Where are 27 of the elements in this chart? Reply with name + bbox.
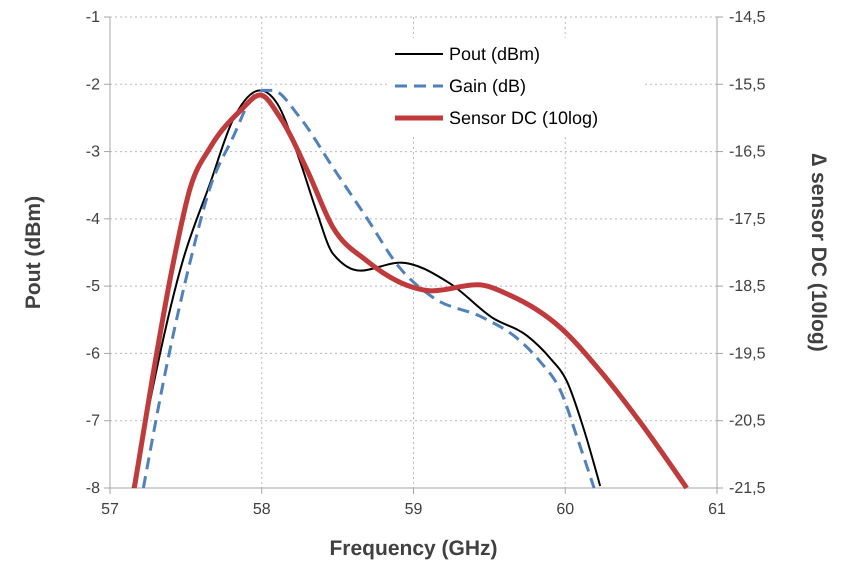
- y-tick-label: -2: [86, 76, 100, 94]
- x-tick-label: 61: [708, 501, 726, 518]
- legend-label: Gain (dB): [449, 76, 526, 96]
- y-axis-title: Pout (dBm): [22, 196, 45, 310]
- y-tick-label: -8: [86, 480, 100, 497]
- y-tick-label: -1: [86, 9, 100, 26]
- y2-tick-label: -20,5: [729, 412, 766, 430]
- y2-tick-label: -15,5: [729, 76, 766, 94]
- legend-label: Pout (dBm): [449, 44, 540, 64]
- y-tick-label: -7: [86, 412, 100, 430]
- y2-tick-label: -14,5: [729, 9, 766, 26]
- x-tick-label: 60: [556, 501, 574, 518]
- y2-tick-label: -19,5: [729, 345, 766, 362]
- y2-tick-label: -21,5: [729, 480, 766, 497]
- y2-tick-label: -17,5: [729, 210, 766, 228]
- y2-tick-label: -16,5: [729, 144, 766, 161]
- x-tick-label: 58: [252, 501, 271, 518]
- y-tick-label: -4: [86, 210, 100, 228]
- y-tick-label: -5: [86, 278, 100, 296]
- y2-axis-title: ∆ sensor DC (10log): [807, 153, 830, 352]
- y-tick-label: -6: [86, 345, 100, 362]
- y-tick-label: -3: [86, 144, 100, 161]
- x-tick-label: 57: [101, 501, 119, 518]
- x-axis-title: Frequency (GHz): [329, 537, 498, 560]
- y2-tick-label: -18,5: [729, 278, 766, 296]
- x-tick-label: 59: [404, 501, 422, 518]
- legend-label: Sensor DC (10log): [449, 108, 598, 128]
